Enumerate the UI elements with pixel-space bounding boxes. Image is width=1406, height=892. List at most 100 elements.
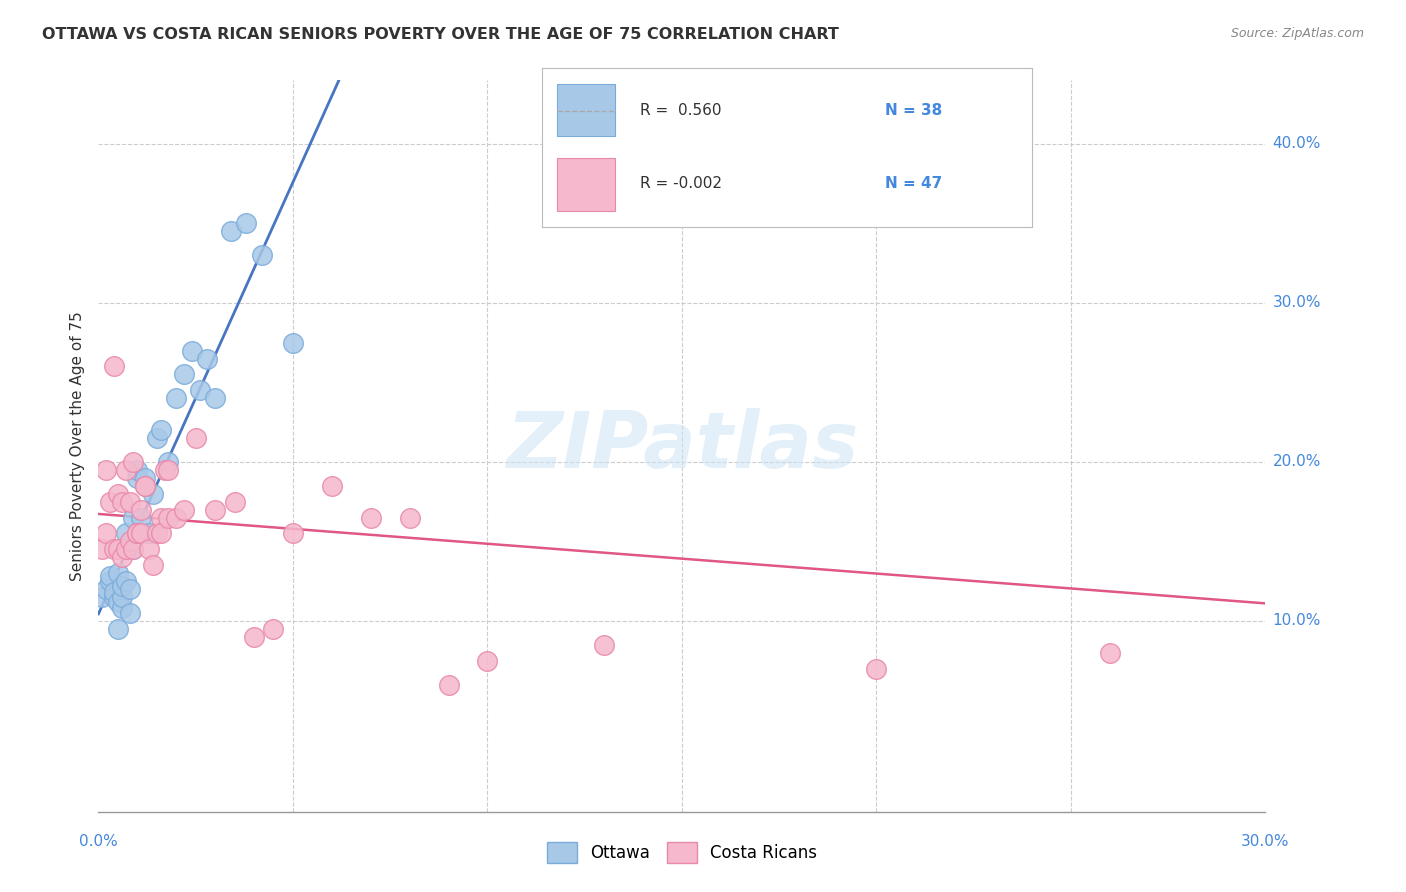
Point — [118, 534, 141, 549]
Point — [127, 526, 149, 541]
Point — [134, 479, 156, 493]
Point — [103, 542, 125, 557]
Text: 30.0%: 30.0% — [1241, 834, 1289, 849]
Point — [1098, 646, 1121, 660]
Point — [146, 431, 169, 445]
Point — [107, 622, 129, 636]
Point — [149, 526, 172, 541]
Text: 10.0%: 10.0% — [1272, 614, 1320, 628]
Point — [281, 335, 304, 350]
Point — [204, 502, 226, 516]
Point — [787, 169, 810, 183]
Point — [122, 455, 145, 469]
Point — [219, 224, 242, 238]
Point — [224, 494, 246, 508]
Point — [243, 630, 266, 644]
Text: 0.0%: 0.0% — [79, 834, 118, 849]
Point — [173, 502, 195, 516]
Point — [91, 590, 114, 604]
Point — [114, 542, 136, 557]
Point — [91, 542, 114, 557]
Point — [134, 471, 156, 485]
Text: ZIPatlas: ZIPatlas — [506, 408, 858, 484]
Point — [165, 510, 187, 524]
Point — [195, 351, 218, 366]
Point — [111, 601, 134, 615]
Text: R =  0.560: R = 0.560 — [640, 103, 721, 119]
Point — [111, 494, 134, 508]
Point — [134, 479, 156, 493]
Point — [122, 510, 145, 524]
Point — [96, 526, 118, 541]
Point — [138, 526, 160, 541]
Text: OTTAWA VS COSTA RICAN SENIORS POVERTY OVER THE AGE OF 75 CORRELATION CHART: OTTAWA VS COSTA RICAN SENIORS POVERTY OV… — [42, 27, 839, 42]
Point — [398, 510, 420, 524]
Point — [157, 510, 180, 524]
Point — [114, 526, 136, 541]
Point — [103, 590, 125, 604]
Point — [111, 579, 134, 593]
Y-axis label: Seniors Poverty Over the Age of 75: Seniors Poverty Over the Age of 75 — [69, 311, 84, 581]
Point — [593, 638, 616, 652]
Bar — [557, 84, 616, 136]
Text: N = 38: N = 38 — [884, 103, 942, 119]
Point — [118, 582, 141, 596]
Point — [114, 542, 136, 557]
Point — [127, 471, 149, 485]
Point — [184, 431, 207, 445]
Point — [173, 368, 195, 382]
Point — [127, 463, 149, 477]
Point — [98, 494, 121, 508]
Point — [114, 574, 136, 589]
Point — [165, 392, 187, 406]
Point — [114, 463, 136, 477]
Point — [281, 526, 304, 541]
Point — [127, 526, 149, 541]
Point — [477, 654, 499, 668]
Point — [360, 510, 382, 524]
Point — [146, 526, 169, 541]
Point — [96, 582, 118, 596]
Point — [235, 216, 257, 230]
Point — [107, 486, 129, 500]
Bar — [557, 158, 616, 211]
Point — [321, 479, 343, 493]
Point — [142, 558, 165, 573]
Text: 20.0%: 20.0% — [1272, 454, 1320, 469]
Point — [437, 677, 460, 691]
Legend: Ottawa, Costa Ricans: Ottawa, Costa Ricans — [540, 836, 824, 869]
Point — [138, 542, 160, 557]
Point — [142, 486, 165, 500]
Point — [180, 343, 202, 358]
Point — [98, 569, 121, 583]
Point — [129, 502, 152, 516]
Text: Source: ZipAtlas.com: Source: ZipAtlas.com — [1230, 27, 1364, 40]
Point — [122, 542, 145, 557]
Point — [157, 455, 180, 469]
Point — [111, 590, 134, 604]
Point — [118, 606, 141, 620]
Point — [96, 463, 118, 477]
Point — [107, 542, 129, 557]
Point — [107, 566, 129, 581]
Point — [262, 622, 284, 636]
Point — [118, 494, 141, 508]
Point — [157, 463, 180, 477]
Point — [111, 550, 134, 565]
Point — [204, 392, 226, 406]
Point — [122, 542, 145, 557]
Point — [188, 384, 211, 398]
Text: 30.0%: 30.0% — [1272, 295, 1320, 310]
Point — [865, 662, 887, 676]
Text: 40.0%: 40.0% — [1272, 136, 1320, 152]
Point — [103, 585, 125, 599]
Text: N = 47: N = 47 — [884, 177, 942, 191]
Text: R = -0.002: R = -0.002 — [640, 177, 721, 191]
Point — [129, 510, 152, 524]
Point — [98, 574, 121, 589]
Point — [149, 423, 172, 437]
Point — [129, 526, 152, 541]
Point — [153, 463, 176, 477]
Point — [250, 248, 273, 262]
Point — [107, 595, 129, 609]
